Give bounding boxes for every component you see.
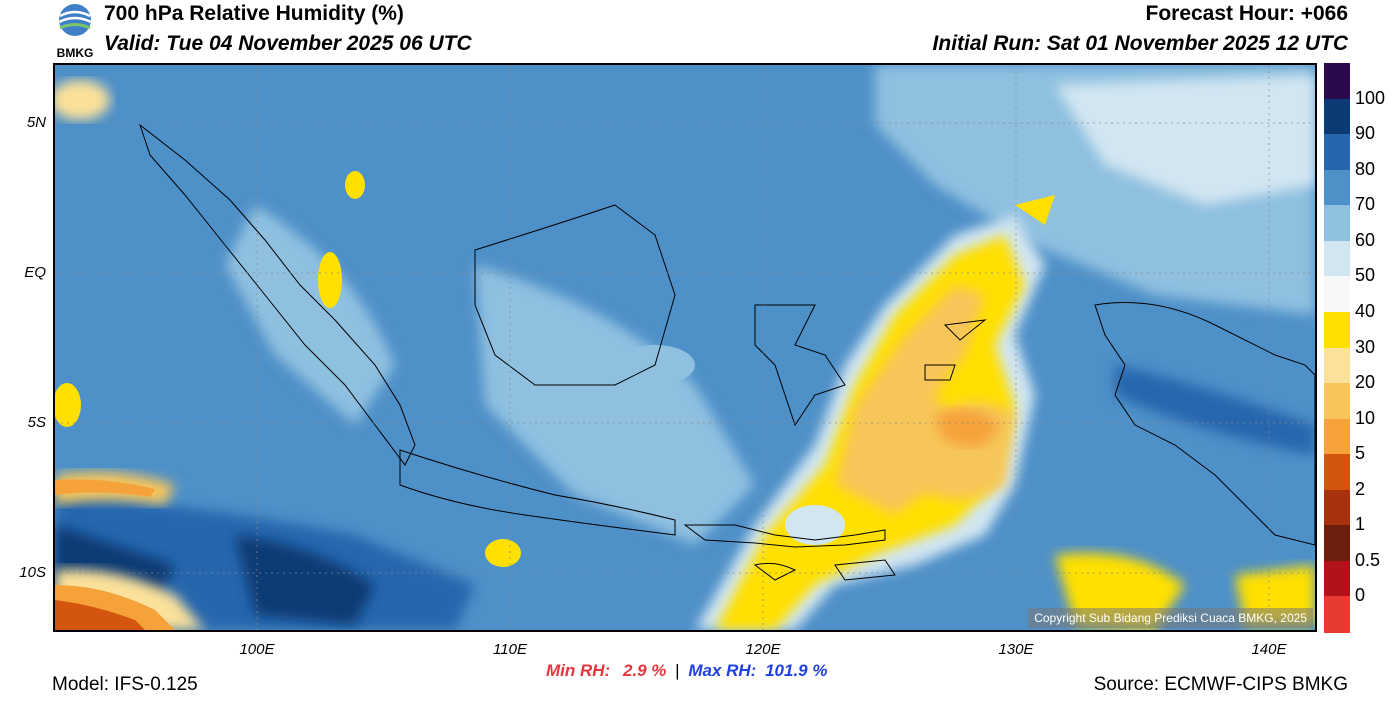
lat-label-5s: 5S (27, 414, 46, 431)
colorbar-swatch (1324, 276, 1350, 313)
max-rh-value: 101.9 % (765, 661, 828, 680)
colorbar-label: 50 (1355, 265, 1376, 286)
source-info: Source: ECMWF-CIPS BMKG (1093, 674, 1348, 695)
colorbar-label: 10 (1355, 407, 1376, 428)
lat-label-5n: 5N (26, 114, 46, 131)
colorbar-swatch (1324, 134, 1350, 171)
humidity-map: Copyright Sub Bidang Prediksi Cuaca BMKG… (53, 63, 1317, 632)
colorbar-swatch (1324, 205, 1350, 242)
lon-label-130e: 130E (998, 641, 1034, 658)
colorbar-label: 2 (1355, 478, 1366, 499)
colorbar-label: 100 (1355, 87, 1386, 108)
forecast-hour: Forecast Hour: +066 (1145, 2, 1349, 25)
colorbar-label: 80 (1355, 158, 1376, 179)
lon-label-120e: 120E (745, 641, 781, 658)
colorbar-label: 0.5 (1355, 549, 1381, 570)
colorbar-label: 1 (1355, 514, 1366, 535)
lat-label-10s: 10S (19, 564, 46, 581)
colorbar-swatch (1324, 347, 1350, 384)
min-rh-value: 2.9 % (622, 661, 667, 680)
colorbar-swatch (1324, 311, 1350, 348)
bmkg-logo: BMKG (52, 2, 98, 60)
colorbar-swatch (1324, 560, 1350, 597)
colorbar-swatch (1324, 98, 1350, 135)
logo-text: BMKG (57, 46, 94, 60)
colorbar-label: 30 (1355, 336, 1376, 357)
lon-label-140e: 140E (1251, 641, 1287, 658)
colorbar-swatch (1324, 383, 1350, 420)
colorbar-swatch (1324, 63, 1350, 100)
colorbar-swatch (1324, 240, 1350, 277)
min-rh-label: Min RH: (546, 661, 611, 680)
copyright-notice: Copyright Sub Bidang Prediksi Cuaca BMKG… (1028, 608, 1313, 628)
colorbar-label: 5 (1355, 443, 1366, 464)
colorbar-label: 0 (1355, 585, 1366, 606)
colorbar (1324, 63, 1350, 633)
model-info: Model: IFS-0.125 (52, 674, 198, 695)
colorbar-label: 40 (1355, 300, 1376, 321)
min-max-stats: Min RH: 2.9 % | Max RH: 101.9 % (546, 661, 827, 681)
colorbar-swatch (1324, 169, 1350, 206)
colorbar-swatch (1324, 525, 1350, 562)
colorbar-swatch (1324, 596, 1350, 633)
colorbar-label: 20 (1355, 372, 1376, 393)
colorbar-label: 90 (1355, 123, 1376, 144)
colorbar-label: 60 (1355, 229, 1376, 250)
initial-run: Initial Run: Sat 01 November 2025 12 UTC (932, 32, 1348, 55)
lon-label-100e: 100E (239, 641, 275, 658)
colorbar-swatch (1324, 454, 1350, 491)
colorbar-swatch (1324, 418, 1350, 455)
lat-label-eq: EQ (24, 264, 46, 281)
chart-title: 700 hPa Relative Humidity (%) (104, 2, 404, 25)
max-rh-label: Max RH: (688, 661, 757, 680)
colorbar-label: 70 (1355, 194, 1376, 215)
lon-label-110e: 110E (493, 641, 527, 658)
colorbar-swatch (1324, 489, 1350, 526)
stats-separator: | (675, 661, 680, 680)
valid-time: Valid: Tue 04 November 2025 06 UTC (104, 32, 472, 55)
